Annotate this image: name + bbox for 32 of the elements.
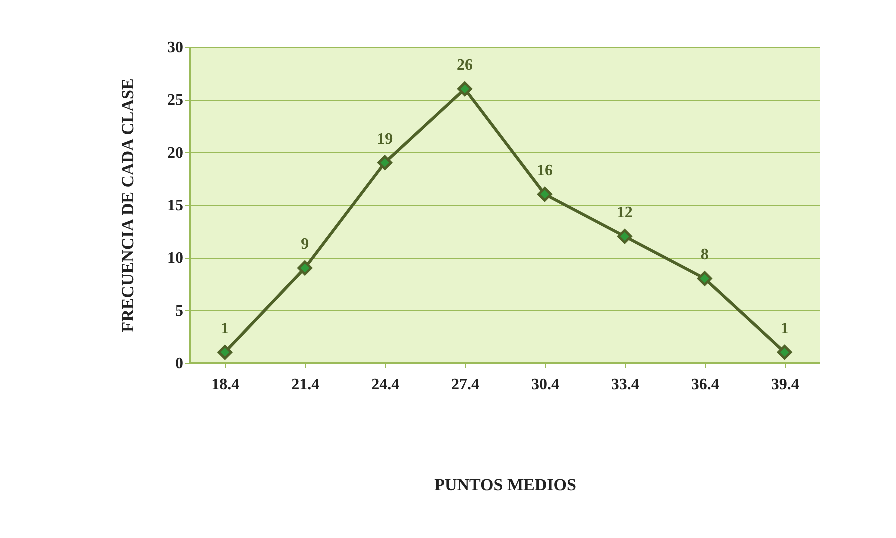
x-tick-label: 36.4 — [691, 376, 720, 394]
y-tick-label: 0 — [176, 356, 184, 372]
y-tick-label: 10 — [168, 250, 184, 268]
x-tick-label: 24.4 — [372, 376, 400, 394]
data-label: 1 — [221, 320, 230, 338]
x-tick-label: 27.4 — [452, 376, 480, 394]
point — [698, 271, 712, 286]
x-tick-label: 30.4 — [531, 376, 560, 394]
point — [538, 187, 552, 202]
y-tick-label: 20 — [168, 144, 184, 162]
y-tick-label: 5 — [176, 302, 184, 320]
point — [777, 345, 792, 360]
data-label: 26 — [457, 57, 474, 74]
point — [298, 260, 312, 276]
data-label: 16 — [536, 162, 553, 180]
x-tick-label: 39.4 — [771, 376, 800, 394]
data-label: 12 — [616, 204, 633, 222]
y-axis-title: FRECUENCIA DE CADA CLASE — [118, 78, 138, 332]
point — [458, 82, 472, 97]
point — [218, 345, 233, 360]
data-label: 9 — [301, 236, 310, 254]
x-tick-label: 21.4 — [292, 376, 320, 394]
point — [618, 229, 632, 244]
y-tick-label: 25 — [168, 92, 184, 110]
x-tick-label: 33.4 — [611, 376, 640, 394]
data-label: 19 — [377, 130, 394, 148]
point — [378, 155, 392, 170]
x-tick-label: 18.4 — [212, 376, 240, 394]
data-label: 1 — [780, 320, 789, 338]
x-axis-title: PUNTOS MEDIOS — [434, 476, 576, 494]
y-tick-label: 15 — [168, 198, 184, 214]
y-tick-label: 30 — [168, 40, 184, 56]
